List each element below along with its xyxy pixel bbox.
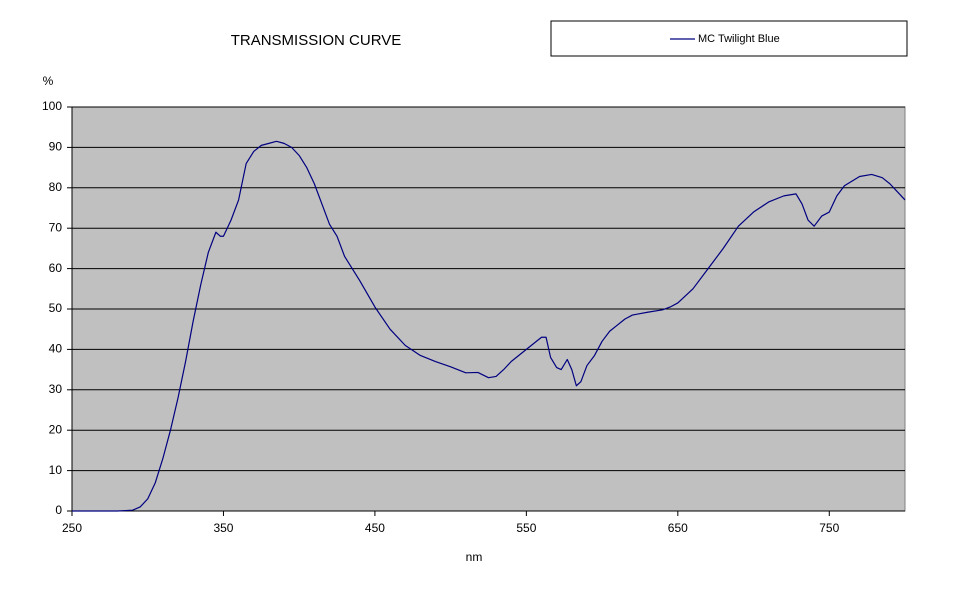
x-tick-label: 750 [819,521,839,535]
x-tick-label: 650 [668,521,688,535]
y-tick-label: 50 [49,301,63,315]
x-tick-label: 450 [365,521,385,535]
y-tick-label: 40 [49,342,63,356]
y-tick-label: 10 [49,463,63,477]
data-line [72,140,906,512]
y-tick-label: 30 [49,382,63,396]
y-tick-label: 70 [49,220,63,234]
x-tick-label: 550 [516,521,536,535]
y-axis-label: % [43,74,54,88]
y-tick-label: 90 [49,140,63,154]
chart-title: TRANSMISSION CURVE [231,32,402,49]
y-tick-label: 20 [49,422,63,436]
x-tick-label: 250 [62,521,82,535]
legend [550,20,908,57]
y-tick-label: 100 [42,99,62,113]
legend-label: MC Twilight Blue [698,33,780,45]
y-tick-label: 0 [55,503,62,517]
x-axis-label: nm [466,550,483,564]
y-tick-label: 80 [49,180,63,194]
x-tick-label: 350 [213,521,233,535]
y-tick-label: 60 [49,261,63,275]
